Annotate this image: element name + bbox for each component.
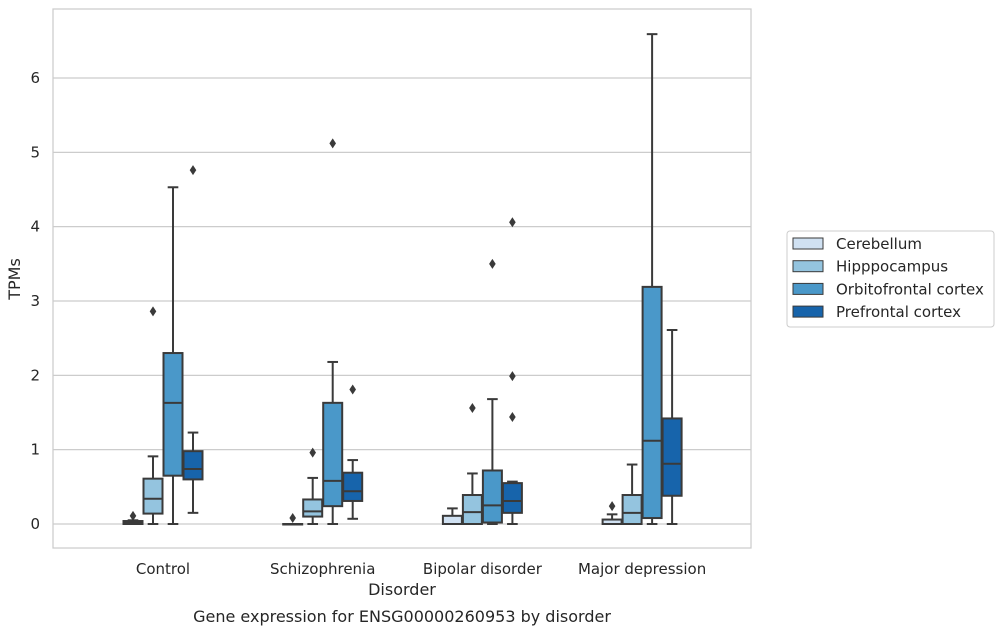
outlier-point (289, 513, 296, 524)
outlier-point (489, 258, 496, 269)
outlier-point (149, 306, 157, 317)
legend-swatch (792, 237, 824, 250)
box-body (641, 285, 663, 520)
box-body (661, 417, 683, 497)
y-tick-label: 0 (30, 515, 40, 533)
box-prefrontal-cortex (661, 328, 683, 525)
outlier-point (509, 411, 516, 422)
y-tick-labels: 0 1 2 3 4 5 6 (30, 69, 40, 533)
box-orbitofrontal-cortex (162, 186, 184, 525)
y-tick-label: 1 (30, 441, 40, 459)
box-cerebellum (282, 513, 304, 526)
box-orbitofrontal-cortex (641, 33, 663, 525)
legend-swatch (792, 282, 824, 295)
outlier-point (509, 217, 516, 228)
box-hipppocampus (142, 306, 164, 525)
box-cerebellum (601, 501, 623, 525)
y-tick-label: 3 (30, 292, 40, 310)
box-body (342, 471, 364, 502)
x-tick-labels: Control Schizophrenia Bipolar disorder Majo… (136, 560, 706, 578)
box-body (441, 514, 463, 525)
x-tick-label: Schizophrenia (270, 560, 375, 578)
box-body (621, 494, 643, 526)
box-body (481, 469, 503, 524)
x-tick-label: Bipolar disorder (423, 560, 543, 578)
outlier-point (329, 138, 336, 149)
outlier-point (349, 384, 356, 395)
box-body (142, 477, 164, 515)
outlier-point (469, 403, 476, 414)
legend-frame (786, 230, 995, 328)
box-prefrontal-cortex (501, 217, 523, 525)
legend-label: Orbitofrontal cortex (836, 280, 984, 298)
box-prefrontal-cortex (182, 165, 204, 514)
x-tick-label: Control (136, 560, 190, 578)
box-hipppocampus (302, 447, 324, 525)
box-body (461, 494, 483, 526)
box-prefrontal-cortex (342, 384, 364, 520)
chart-caption: Gene expression for ENSG00000260953 by d… (193, 607, 611, 626)
box-hipppocampus (621, 463, 643, 526)
boxes (122, 33, 683, 526)
legend-swatch (792, 260, 824, 273)
box-body (501, 482, 523, 514)
outlier-point (509, 371, 516, 382)
y-tick-label: 2 (30, 366, 40, 384)
box-body (322, 401, 344, 508)
outlier-point (189, 165, 197, 176)
box-hipppocampus (461, 403, 483, 526)
x-tick-label: Major depression (578, 560, 706, 578)
outlier-point (608, 501, 616, 512)
outlier-point (309, 447, 316, 458)
box-cerebellum (122, 510, 144, 526)
plot-frame (52, 8, 752, 549)
legend: Cerebellum Hipppocampus Orbitofrontal cort… (786, 230, 995, 328)
legend-label: Prefrontal cortex (836, 303, 961, 321)
box-orbitofrontal-cortex (322, 138, 344, 525)
box-body (182, 450, 204, 481)
x-axis-title: Disorder (368, 580, 436, 599)
box-body (162, 352, 184, 477)
box-orbitofrontal-cortex (481, 258, 503, 525)
legend-label: Hipppocampus (836, 258, 948, 276)
y-tick-label: 6 (30, 69, 40, 87)
y-tick-label: 5 (30, 143, 40, 161)
outlier-point (129, 510, 137, 521)
y-tick-label: 4 (30, 218, 40, 236)
legend-label: Cerebellum (836, 235, 922, 253)
y-axis-title: TPMs (5, 258, 24, 301)
legend-swatch (792, 305, 824, 318)
box-body (302, 498, 324, 518)
